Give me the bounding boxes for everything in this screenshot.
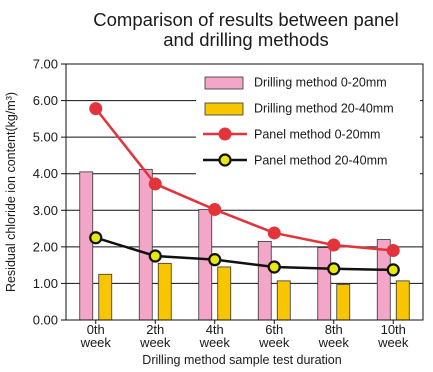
point-panel-20-40	[267, 260, 281, 274]
y-axis-ticks: 0.00 1.00 2.00 3.00 4.00 5.00 6.00 7.00	[33, 57, 66, 328]
point-panel-0-20	[148, 177, 162, 191]
y-tick-label: 1.00	[33, 276, 58, 291]
point-panel-20-40	[386, 263, 400, 277]
x-tick-label: 0th	[87, 322, 105, 337]
line-panel-20-40	[95, 236, 394, 272]
point-panel-0-20	[267, 226, 281, 240]
legend: Drilling method 0-20mm Drilling method 20…	[196, 68, 420, 178]
y-tick-label: 6.00	[33, 93, 58, 108]
lines	[89, 102, 400, 277]
bar-drilling-20-40	[276, 280, 291, 321]
point-panel-0-20	[208, 203, 222, 217]
legend-label: Panel method 0-20mm	[254, 128, 380, 142]
bar-drilling-20-40	[336, 284, 351, 321]
legend-label: Drilling method 20-40mm	[254, 102, 394, 116]
x-tick-label: week	[377, 335, 409, 350]
bar-drilling-20-40	[395, 280, 410, 321]
y-axis-label: Residual chloride ion content(kg/m³)	[4, 92, 18, 292]
line-panel-0-20	[94, 107, 394, 252]
x-axis-ticks: 0thweek2thweek4thweek6thweek8thweek10thw…	[80, 320, 409, 350]
bar-drilling-0-20	[317, 247, 332, 321]
legend-swatch-marker	[218, 127, 232, 141]
point-panel-20-40	[148, 249, 162, 263]
bar-drilling-0-20	[257, 240, 272, 321]
legend-swatch	[204, 76, 244, 90]
point-panel-0-20	[386, 244, 400, 258]
legend-swatch-marker	[218, 153, 232, 167]
y-tick-label: 2.00	[33, 239, 58, 254]
bars	[79, 168, 410, 321]
x-tick-label: 10th	[381, 322, 406, 337]
y-tick-label: 4.00	[33, 166, 58, 181]
x-tick-label: week	[139, 335, 171, 350]
point-panel-20-40	[208, 253, 222, 267]
x-tick-label: 4th	[206, 322, 224, 337]
bar-drilling-20-40	[98, 273, 113, 321]
x-tick-label: 8th	[325, 322, 343, 337]
y-tick-label: 3.00	[33, 203, 58, 218]
y-tick-label: 5.00	[33, 130, 58, 145]
legend-label: Panel method 20-40mm	[254, 154, 387, 168]
point-panel-20-40	[327, 262, 341, 276]
x-tick-label: week	[80, 335, 112, 350]
y-tick-label: 0.00	[33, 313, 58, 328]
plot-frame	[65, 63, 424, 321]
x-tick-label: 2th	[146, 322, 164, 337]
point-panel-0-20	[327, 238, 341, 252]
bar-drilling-20-40	[217, 266, 232, 321]
chart-title: Comparison of results between panel and …	[93, 9, 398, 50]
chart-title-line-2: and drilling methods	[163, 29, 329, 50]
bar-drilling-0-20	[138, 168, 153, 321]
x-tick-label: week	[258, 335, 290, 350]
y-tick-label: 7.00	[33, 57, 58, 72]
point-panel-0-20	[89, 102, 103, 116]
x-tick-label: week	[199, 335, 231, 350]
x-tick-label: week	[318, 335, 350, 350]
x-tick-label: 6th	[265, 322, 283, 337]
bar-drilling-20-40	[157, 262, 172, 321]
x-axis-label: Drilling method sample test duration	[142, 353, 341, 367]
legend-label: Drilling method 0-20mm	[254, 76, 387, 90]
point-panel-20-40	[89, 231, 103, 245]
bar-drilling-0-20	[198, 209, 213, 321]
legend-swatch	[204, 102, 244, 116]
bar-drilling-0-20	[79, 171, 94, 321]
chart-title-line-1: Comparison of results between panel	[93, 9, 398, 30]
